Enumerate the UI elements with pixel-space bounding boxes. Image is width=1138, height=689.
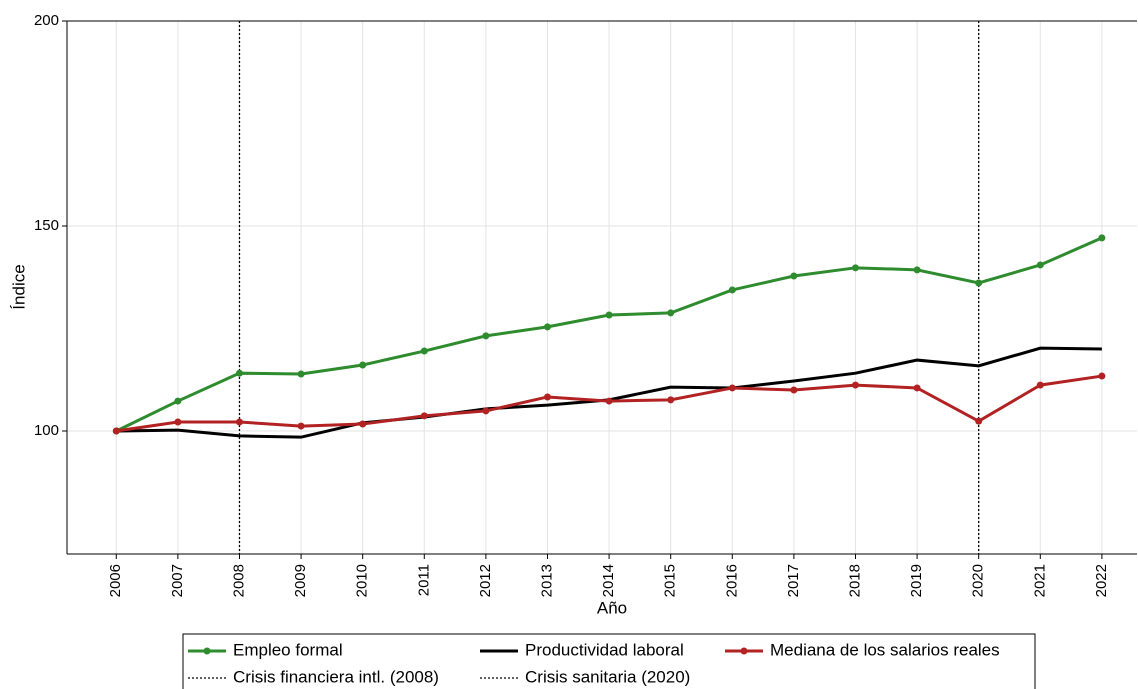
point (174, 397, 182, 405)
x-tick-label: 2006 (107, 564, 124, 597)
x-tick-label: 2019 (908, 564, 925, 597)
point (174, 418, 182, 426)
point (543, 323, 551, 331)
legend-box (182, 633, 1036, 689)
x-tick-label: 2009 (292, 564, 309, 597)
x-tick-label: 2013 (538, 564, 555, 597)
point (1098, 234, 1106, 242)
point (667, 396, 675, 404)
point (790, 386, 798, 394)
point (1036, 261, 1044, 269)
y-tick-label: 200 (34, 12, 59, 29)
point (297, 370, 305, 378)
point (112, 427, 120, 435)
point (975, 279, 983, 287)
point (605, 397, 613, 405)
point (297, 422, 305, 430)
legend-label: Productividad laboral (525, 640, 684, 659)
point (543, 393, 551, 401)
point (913, 384, 921, 392)
point (482, 407, 490, 415)
x-tick-label: 2011 (415, 564, 432, 596)
x-tick-label: 2015 (662, 564, 679, 597)
point (851, 381, 859, 389)
point (975, 417, 983, 425)
point (420, 412, 428, 420)
point (790, 272, 798, 280)
x-tick-label: 2020 (970, 564, 987, 597)
point (359, 420, 367, 428)
x-tick-label: 2017 (785, 564, 802, 597)
point (1036, 381, 1044, 389)
point (728, 286, 736, 294)
y-axis-label: Índice (9, 264, 28, 309)
x-tick-label: 2008 (230, 564, 247, 597)
point (1098, 372, 1106, 380)
point (913, 266, 921, 274)
legend-label: Mediana de los salarios reales (770, 640, 1000, 659)
point (851, 264, 859, 272)
legend-label: Empleo formal (233, 640, 343, 659)
legend-marker (740, 647, 748, 655)
point (667, 309, 675, 317)
x-tick-label: 2021 (1031, 564, 1048, 597)
x-tick-label: 2016 (723, 564, 740, 597)
x-tick-label: 2010 (354, 564, 371, 597)
x-tick-label: 2012 (477, 564, 494, 597)
y-tick-label: 100 (34, 422, 59, 439)
legend-label: Crisis financiera intl. (2008) (233, 667, 439, 686)
point (605, 311, 613, 319)
point (235, 418, 243, 426)
point (728, 384, 736, 392)
point (482, 332, 490, 340)
point (420, 347, 428, 355)
x-tick-label: 2014 (600, 564, 617, 597)
point (359, 361, 367, 369)
point (235, 369, 243, 377)
x-tick-label: 2007 (169, 564, 186, 597)
x-tick-label: 2018 (846, 564, 863, 597)
x-axis-label: Año (597, 598, 627, 617)
x-tick-label: 2022 (1093, 564, 1110, 597)
legend-marker (203, 647, 211, 655)
y-tick-label: 150 (34, 217, 59, 234)
legend-label: Crisis sanitaria (2020) (525, 667, 690, 686)
